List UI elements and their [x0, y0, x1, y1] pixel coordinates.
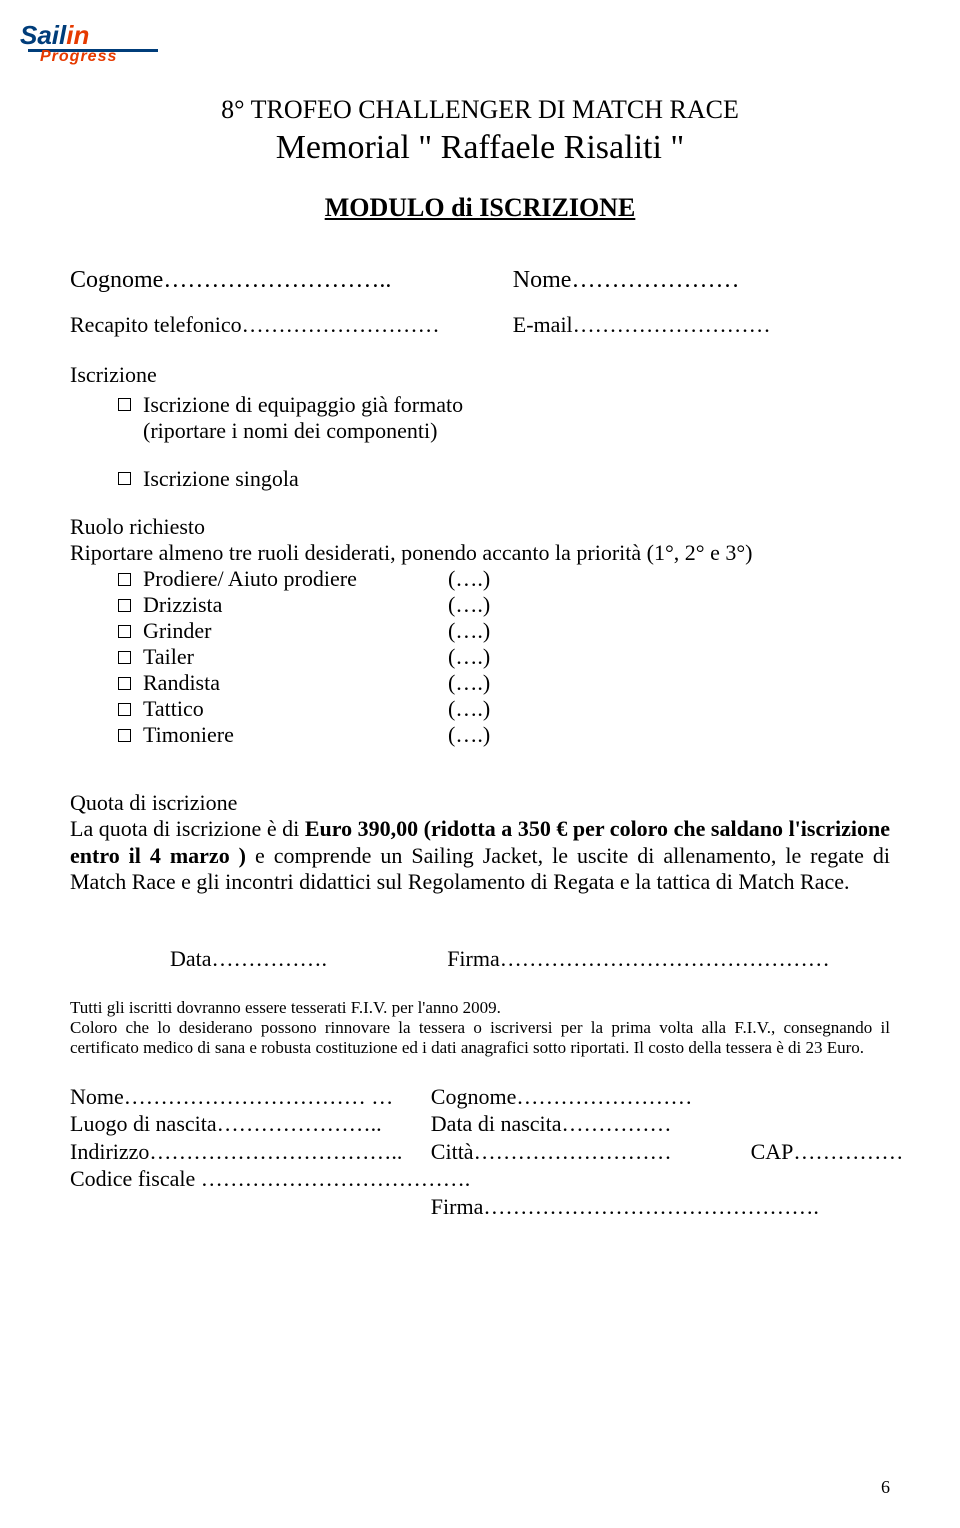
field-personal-citta[interactable]: Città………………………	[431, 1138, 751, 1166]
ruolo-name: Prodiere/ Aiuto prodiere	[143, 566, 448, 592]
logo-sail-text: Sail	[20, 20, 66, 51]
field-personal-datanascita[interactable]: Data di nascita……………	[431, 1110, 751, 1138]
iscrizione-title: Iscrizione	[70, 362, 890, 388]
checkbox-equipaggio-label: Iscrizione di equipaggio già formato (ri…	[143, 392, 463, 444]
field-personal-indirizzo[interactable]: Indirizzo……………………………..	[70, 1138, 431, 1166]
field-nome[interactable]: Nome…………………	[513, 267, 890, 294]
ruolo-priority[interactable]: (….)	[448, 644, 490, 670]
checkbox-singola[interactable]: Iscrizione singola	[118, 466, 890, 492]
checkbox-icon[interactable]	[118, 573, 131, 586]
ruolo-item[interactable]: Tattico (….)	[118, 696, 890, 722]
ruolo-name: Randista	[143, 670, 448, 696]
logo-progress-text: Progress	[40, 48, 158, 66]
checkbox-icon[interactable]	[118, 398, 131, 411]
page-number: 6	[881, 1477, 890, 1498]
checkbox-icon[interactable]	[118, 625, 131, 638]
ruolo-priority[interactable]: (….)	[448, 618, 490, 644]
row-recapito-email: Recapito telefonico……………………… E-mail………………	[70, 312, 890, 338]
section-iscrizione: Iscrizione Iscrizione di equipaggio già …	[70, 362, 890, 492]
checkbox-equipaggio[interactable]: Iscrizione di equipaggio già formato (ri…	[118, 392, 890, 444]
title-modulo: MODULO di ISCRIZIONE	[70, 193, 890, 223]
ruolo-item[interactable]: Drizzista (….)	[118, 592, 890, 618]
field-email[interactable]: E-mail………………………	[513, 312, 890, 338]
ruolo-name: Drizzista	[143, 592, 448, 618]
tessera-line1: Tutti gli iscritti dovranno essere tesse…	[70, 998, 890, 1018]
quota-title: Quota di iscrizione	[70, 790, 890, 816]
ruolo-title: Ruolo richiesto	[70, 514, 890, 540]
checkbox-icon[interactable]	[118, 472, 131, 485]
ruolo-name: Tattico	[143, 696, 448, 722]
ruolo-priority[interactable]: (….)	[448, 696, 490, 722]
ruolo-item[interactable]: Prodiere/ Aiuto prodiere (….)	[118, 566, 890, 592]
ruolo-priority[interactable]: (….)	[448, 670, 490, 696]
tessera-notice: Tutti gli iscritti dovranno essere tesse…	[70, 998, 890, 1059]
checkbox-icon[interactable]	[118, 729, 131, 742]
field-data[interactable]: Data…………….	[70, 946, 447, 972]
checkbox-singola-label: Iscrizione singola	[143, 466, 299, 492]
ruolo-item[interactable]: Timoniere (….)	[118, 722, 890, 748]
ruolo-name: Tailer	[143, 644, 448, 670]
row-cognome-nome: Cognome……………………….. Nome…………………	[70, 267, 890, 294]
ruolo-name: Grinder	[143, 618, 448, 644]
checkbox-icon[interactable]	[118, 599, 131, 612]
title-trofeo: 8° TROFEO CHALLENGER DI MATCH RACE	[70, 95, 890, 125]
row-data-firma: Data……………. Firma………………………………………	[70, 946, 890, 972]
ruolo-priority[interactable]: (….)	[448, 592, 490, 618]
section-quota: Quota di iscrizione La quota di iscrizio…	[70, 790, 890, 896]
field-personal-cognome[interactable]: Cognome……………………	[431, 1083, 751, 1111]
field-personal-luogo[interactable]: Luogo di nascita…………………..	[70, 1110, 431, 1138]
title-memorial: Memorial " Raffaele Risaliti "	[70, 129, 890, 167]
logo: Sailin Progress	[20, 20, 158, 66]
ruolo-name: Timoniere	[143, 722, 448, 748]
ruolo-priority[interactable]: (….)	[448, 722, 490, 748]
field-personal-firma[interactable]: Firma……………………………………….	[431, 1193, 890, 1221]
ruolo-desc: Riportare almeno tre ruoli desiderati, p…	[70, 540, 890, 566]
ruolo-item[interactable]: Randista (….)	[118, 670, 890, 696]
checkbox-icon[interactable]	[118, 651, 131, 664]
field-recapito[interactable]: Recapito telefonico………………………	[70, 312, 513, 338]
personal-fields: Nome…………………………… … Cognome…………………… Luogo …	[70, 1083, 890, 1221]
ruolo-priority[interactable]: (….)	[448, 566, 490, 592]
checkbox-icon[interactable]	[118, 677, 131, 690]
field-personal-nome[interactable]: Nome…………………………… …	[70, 1083, 431, 1111]
header-block: 8° TROFEO CHALLENGER DI MATCH RACE Memor…	[70, 95, 890, 223]
logo-in-text: in	[66, 20, 89, 51]
field-personal-codice[interactable]: Codice fiscale ……………………………….	[70, 1165, 890, 1193]
field-firma[interactable]: Firma………………………………………	[447, 946, 890, 972]
ruolo-item[interactable]: Tailer (….)	[118, 644, 890, 670]
field-cognome[interactable]: Cognome………………………..	[70, 267, 513, 294]
checkbox-icon[interactable]	[118, 703, 131, 716]
section-ruolo: Ruolo richiesto Riportare almeno tre ruo…	[70, 514, 890, 748]
quota-body: La quota di iscrizione è di Euro 390,00 …	[70, 816, 890, 895]
field-personal-cap[interactable]: CAP……………	[751, 1138, 904, 1166]
ruolo-item[interactable]: Grinder (….)	[118, 618, 890, 644]
tessera-line2: Coloro che lo desiderano possono rinnova…	[70, 1018, 890, 1059]
